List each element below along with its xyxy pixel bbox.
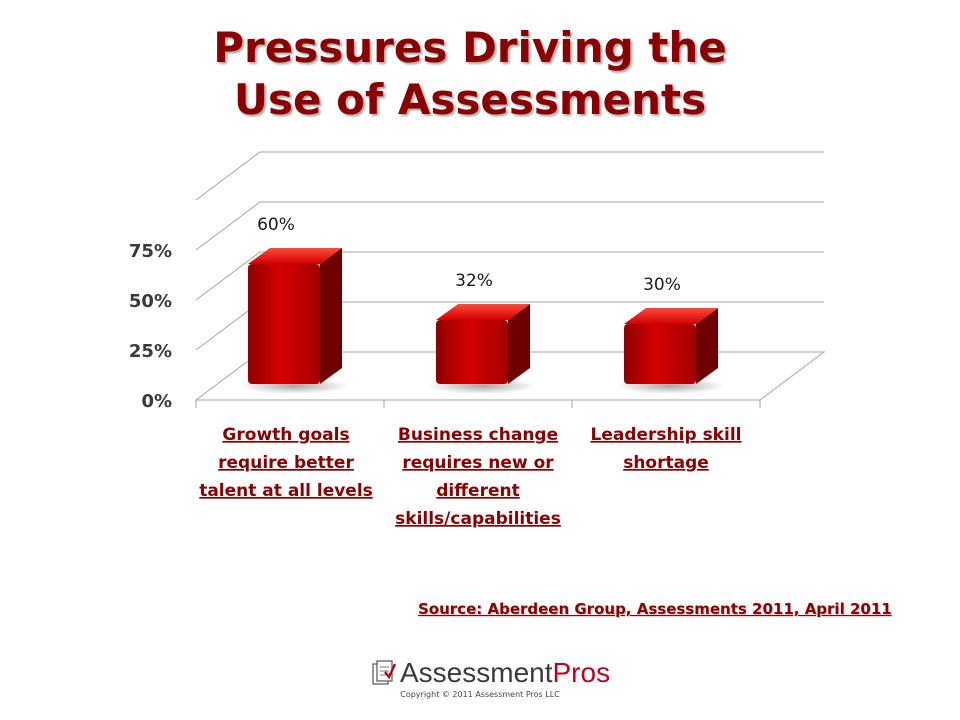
gridline bbox=[195, 351, 826, 401]
x-axis-labels: Growth goals require better talent at all … bbox=[199, 425, 741, 529]
data-label: 60% bbox=[257, 215, 295, 235]
bar-chart: 0% 25% 50% 75% 60% 32% 30% Growth goals requir… bbox=[129, 151, 826, 529]
chart-title-line-1: Pressures Driving the bbox=[213, 23, 727, 72]
chart-title: Pressures Driving the Use of Assessments bbox=[0, 22, 940, 126]
bar bbox=[616, 308, 724, 394]
bars bbox=[240, 248, 724, 394]
category-label: Growth goals require better talent at all … bbox=[199, 425, 373, 501]
gridline bbox=[195, 251, 824, 301]
category-label: Leadership skill shortage bbox=[591, 425, 742, 473]
company-logo: AssessmentPros bbox=[372, 656, 610, 690]
y-tick-label: 0% bbox=[141, 391, 172, 412]
y-axis: 0% 25% 50% 75% bbox=[129, 241, 172, 412]
logo-text-assessment: Assessment bbox=[400, 657, 553, 688]
document-check-icon bbox=[372, 660, 396, 685]
logo-text-pros: Pros bbox=[552, 657, 611, 688]
data-labels: 60% 32% 30% bbox=[257, 215, 681, 295]
gridline bbox=[195, 151, 824, 201]
y-tick-label: 25% bbox=[129, 341, 172, 362]
gridline bbox=[195, 201, 824, 251]
bar bbox=[240, 248, 348, 394]
logo-wordmark: AssessmentPros bbox=[400, 657, 610, 689]
grid bbox=[195, 151, 826, 408]
y-tick-label: 75% bbox=[129, 241, 172, 262]
category-label: Business change requires new or different s… bbox=[395, 425, 561, 529]
y-tick-label: 50% bbox=[129, 291, 172, 312]
bar bbox=[428, 304, 536, 394]
source-note: Source: Aberdeen Group, Assessments 2011… bbox=[418, 600, 892, 618]
copyright-notice: Copyright © 2011 Assessment Pros LLC bbox=[400, 690, 560, 699]
data-label: 30% bbox=[643, 275, 681, 295]
data-label: 32% bbox=[455, 271, 493, 291]
chart-title-line-2: Use of Assessments bbox=[233, 75, 707, 124]
